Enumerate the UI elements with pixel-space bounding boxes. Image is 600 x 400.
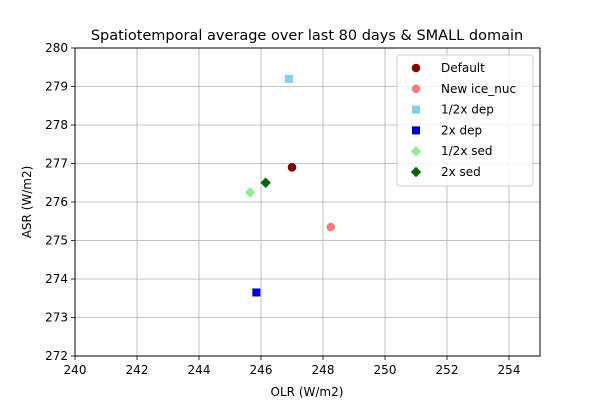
axis-ticks: 240 242 244 246 248 250 252 254 272 273 274 275 276 2…: [45, 41, 520, 377]
chart-title: Spatiotemporal average over last 80 days…: [91, 28, 523, 44]
legend-marker: [410, 146, 422, 157]
data-point: [287, 163, 297, 172]
y-tick-label: 276: [45, 195, 68, 209]
x-tick-label: 252: [436, 363, 459, 377]
x-axis-label: OLR (W/m2): [271, 385, 344, 399]
legend-label: 1/2x dep: [441, 103, 494, 117]
x-tick-label: 246: [250, 363, 273, 377]
y-tick-label: 277: [45, 157, 68, 171]
y-tick-label: 278: [45, 118, 68, 132]
y-tick-label: 273: [45, 311, 68, 325]
x-tick-label: 254: [498, 363, 521, 377]
y-axis-label: ASR (W/m2): [20, 166, 34, 239]
x-tick-label: 248: [312, 363, 335, 377]
legend-label: New ice_nuc: [441, 82, 516, 96]
x-tick-label: 250: [374, 363, 397, 377]
data-point: [252, 288, 261, 297]
legend-marker: [411, 63, 421, 73]
y-tick-label: 275: [45, 234, 68, 248]
x-tick-label: 244: [188, 363, 211, 377]
y-tick-label: 274: [45, 272, 68, 286]
legend-label: Default: [441, 61, 485, 75]
legend-label: 2x dep: [441, 123, 482, 137]
data-point: [260, 177, 271, 188]
legend-label: 2x sed: [441, 165, 481, 179]
y-tick-label: 279: [45, 80, 68, 94]
data-points: [244, 74, 336, 297]
data-point: [284, 74, 293, 83]
legend-label: 1/2x sed: [441, 144, 492, 158]
y-tick-label: 272: [45, 349, 68, 363]
plot-area-frame: [74, 47, 541, 357]
legend: Default New ice_nuc 1/2x dep 2x dep 1/2x sed…: [396, 54, 534, 187]
data-point: [244, 187, 256, 198]
legend-marker: [412, 126, 420, 135]
y-tick-label: 280: [45, 41, 68, 55]
x-tick-label: 242: [126, 363, 149, 377]
data-point: [326, 222, 336, 232]
x-tick-label: 240: [64, 363, 87, 377]
legend-box: [396, 54, 534, 187]
legend-marker: [410, 166, 422, 178]
legend-marker: [412, 105, 420, 114]
legend-marker: [411, 84, 421, 94]
